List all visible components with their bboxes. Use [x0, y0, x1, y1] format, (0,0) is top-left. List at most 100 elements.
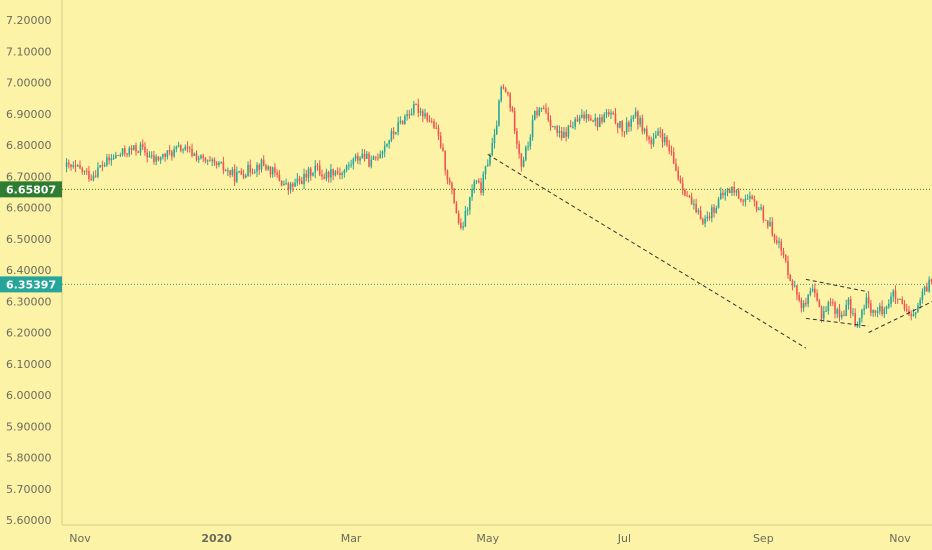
- candle-body: [675, 163, 677, 171]
- candle-body: [511, 107, 514, 112]
- x-tick-label: Jul: [617, 532, 631, 545]
- candle-body: [843, 314, 845, 316]
- candle-body: [614, 113, 617, 124]
- candle-body: [446, 170, 449, 180]
- x-tick-label: Nov: [69, 532, 91, 545]
- y-tick-label: 6.80000: [6, 139, 52, 152]
- candle-body: [628, 122, 630, 127]
- candle-body: [453, 188, 455, 204]
- candle-body: [520, 153, 523, 167]
- candle-body: [352, 158, 355, 165]
- candle-body: [565, 131, 567, 137]
- candle-body: [612, 112, 615, 114]
- candle-body: [285, 183, 287, 185]
- candle-body: [421, 111, 424, 117]
- candle-body: [498, 100, 500, 126]
- candle-body: [722, 192, 724, 196]
- candle-body: [780, 241, 783, 251]
- candle-body: [840, 314, 843, 317]
- candle-body: [303, 173, 305, 185]
- candle-body: [686, 195, 688, 197]
- candle-body: [433, 121, 435, 128]
- candle-body: [238, 171, 240, 173]
- candle-body: [224, 170, 227, 172]
- candle-body: [901, 299, 904, 304]
- candle-body: [930, 279, 932, 281]
- candle-body: [637, 111, 639, 125]
- candle-body: [430, 121, 433, 123]
- candle-body: [271, 167, 274, 175]
- candle-body: [323, 176, 326, 179]
- candle-body: [262, 159, 265, 166]
- candle-body: [417, 104, 420, 113]
- x-tick-label: Nov: [889, 532, 911, 545]
- candle-body: [350, 164, 352, 166]
- candle-body: [280, 180, 283, 186]
- candle-body: [887, 303, 890, 307]
- trend-line: [487, 153, 807, 349]
- candle-body: [484, 166, 487, 175]
- candle-body: [865, 297, 868, 309]
- candle-body: [397, 122, 399, 133]
- candle-body: [809, 290, 812, 295]
- candle-body: [928, 279, 930, 292]
- candle-body: [374, 156, 377, 158]
- candle-body: [516, 131, 518, 144]
- candle-body: [388, 140, 390, 144]
- price-tag-label: 6.65807: [6, 183, 56, 196]
- candle-body: [392, 131, 395, 134]
- candle-body: [733, 186, 736, 193]
- candle-body: [547, 112, 550, 121]
- candle-body: [731, 186, 733, 194]
- candle-body: [643, 128, 646, 132]
- candle-body: [218, 162, 220, 165]
- candle-body: [274, 167, 276, 173]
- candle-body: [460, 222, 462, 228]
- candle-body: [849, 299, 852, 314]
- candle-body: [101, 165, 104, 167]
- candle-body: [231, 169, 234, 175]
- candle-body: [368, 153, 370, 167]
- candle-body: [903, 303, 906, 310]
- candle-body: [572, 126, 574, 128]
- candle-body: [184, 146, 187, 150]
- y-tick-label: 6.60000: [6, 202, 52, 215]
- candle-body: [775, 240, 778, 244]
- candle-body: [769, 221, 771, 227]
- candle-body: [905, 309, 908, 311]
- candle-body: [110, 158, 113, 161]
- candle-body: [132, 145, 135, 150]
- y-tick-label: 5.60000: [6, 514, 52, 527]
- candle-body: [74, 165, 77, 167]
- candle-body: [513, 111, 516, 132]
- candle-body: [159, 157, 162, 161]
- candle-body: [144, 146, 146, 153]
- candle-body: [150, 155, 153, 157]
- candle-body: [202, 155, 205, 159]
- candle-body: [601, 117, 603, 122]
- candle-body: [684, 189, 686, 196]
- candle-body: [504, 88, 507, 93]
- candle-body: [415, 103, 417, 105]
- candle-body: [399, 121, 402, 123]
- candle-body: [289, 183, 292, 190]
- candle-body: [493, 134, 496, 144]
- candle-body: [773, 235, 776, 241]
- candle-body: [545, 108, 547, 113]
- candle-body: [464, 211, 467, 227]
- candle-body: [616, 123, 619, 128]
- candle-body: [652, 138, 655, 145]
- candle-body: [164, 154, 166, 157]
- candle-body: [719, 192, 722, 200]
- candle-body: [921, 291, 924, 301]
- candle-body: [141, 144, 144, 147]
- candle-body: [312, 172, 314, 176]
- trend-line: [805, 317, 869, 327]
- candle-body: [444, 150, 446, 171]
- candle-body: [681, 182, 684, 190]
- candle-body: [558, 130, 561, 133]
- candle-body: [876, 311, 879, 313]
- candle-body: [838, 309, 841, 317]
